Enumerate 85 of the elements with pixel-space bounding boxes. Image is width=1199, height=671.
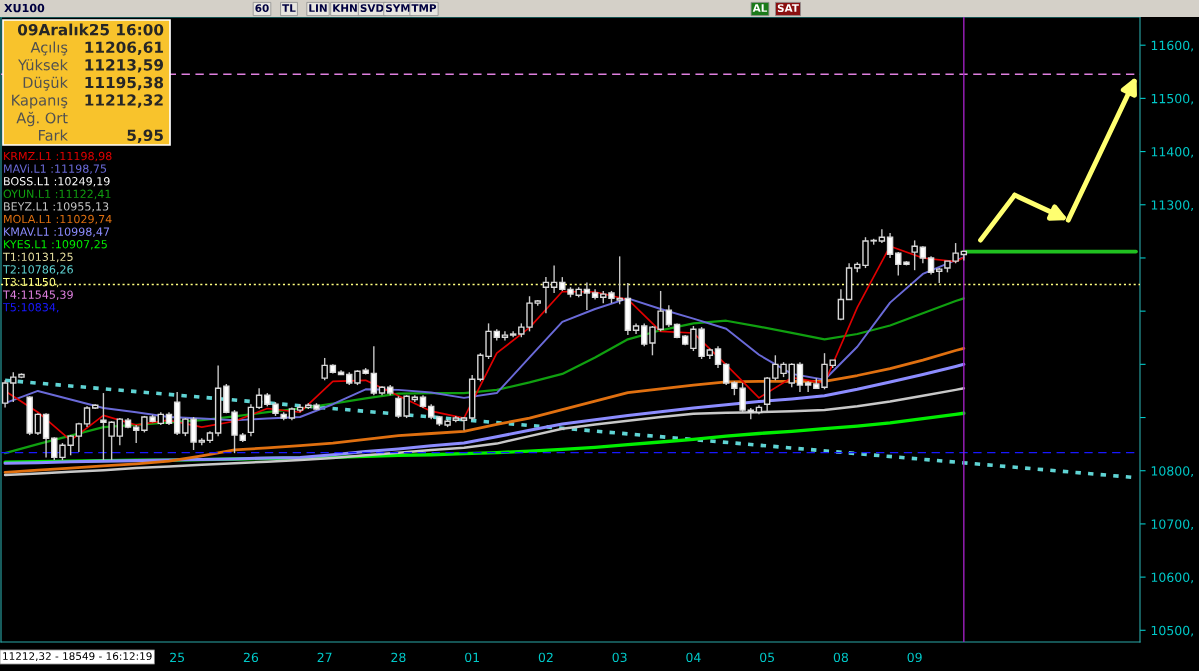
x-tick-label: 27 [317,652,332,662]
text: TL [282,4,296,12]
candlestick [796,361,804,393]
x-tick-label: 04 [686,652,701,663]
annotation: Ağ. Ort [16,111,68,127]
text: OYUN.L1 :11122,41 [3,189,111,200]
x-tick-label: 03 [612,652,627,663]
text: KHN [333,4,357,12]
y-tick-label: 11300, [1151,200,1193,211]
x-tick-label: 05 [760,652,775,663]
text: LIN [309,4,327,12]
candlestick [714,345,722,369]
candlestick [370,345,378,396]
candlestick [116,417,124,446]
candlestick [911,239,918,271]
line-series [3,346,966,474]
y-tick-label: 10700, [1151,519,1193,531]
annotation: Açılış [30,41,68,56]
candlestick [804,380,812,393]
annotation: 11206,61 [85,41,163,55]
candlestick [51,436,58,461]
candlestick [665,304,673,328]
x-tick-label: 08 [833,652,849,663]
text: SAT [777,4,799,13]
candlestick [542,276,550,314]
candlestick [722,362,730,386]
ref-line-label: T4:11545,39 [2,290,73,300]
y-tick-label: 11600, [1151,40,1193,52]
text: SYM [386,4,410,13]
candlestick [321,357,328,381]
x-tick-label: 09 [907,652,922,663]
candlestick [255,387,263,410]
line-series [3,362,966,465]
text: BEYZ.L1 :10955,13 [4,202,109,212]
annotation: 5,95 [127,129,163,143]
x-tick-label: 28 [391,652,406,663]
text: KRMZ.L1 :11198,98 [4,151,112,162]
candlestick [42,412,50,459]
x-tick-label: 26 [243,652,259,663]
x-tick-label: 25 [170,652,185,663]
candlestick [641,322,648,347]
y-tick-label: 11500, [1151,93,1193,105]
text: T2:10786,26 [2,265,73,275]
text: MOLA.L1 :11029,74 [4,214,112,225]
y-tick-label: 10600, [1151,572,1193,584]
candlestick [550,264,558,294]
annotation: Düşük [23,76,68,91]
candlestick [837,288,845,321]
candlestick [878,228,886,244]
x-tick-label: 01 [465,652,479,663]
text: 11212,32 - 18549 - 16:12:19 [3,652,152,662]
candlestick [886,232,894,259]
text: MAVi.L1 :11198,75 [4,164,107,174]
candlestick [927,255,935,276]
text: AL [752,4,768,12]
annotation: 09Aralık25 16:00 [17,23,164,36]
annotation: Kapanış [12,94,68,109]
line-series [3,387,966,477]
y-tick-label: 11400, [1151,147,1193,158]
text: KMAV.L1 :10998,47 [4,227,110,237]
chart-title: XU100 [4,3,45,13]
annotation: Fark [39,129,68,141]
annotation: 11213,59 [85,59,164,73]
text: KYES.L1 :10907,25 [4,240,107,250]
ref-line-label: T5:10834, [2,303,59,313]
annotation: Yüksek [18,59,68,71]
ref-line-label: T3:11150, [2,277,59,288]
text: 60 [255,4,269,13]
x-tick-label: 02 [538,652,553,663]
y-tick-label: 10800, [1151,466,1193,477]
text: TMP [411,4,437,12]
annotation: T1:10131,25 [2,252,73,263]
candlestick [34,412,42,436]
candlestick [788,362,795,388]
annotation: 11212,32 [85,94,163,108]
annotation: 11195,38 [85,76,164,91]
candlestick [83,405,91,428]
candlestick [1,379,9,409]
annotation: BOSS.L1 :10249,19 [4,177,110,187]
candlestick [583,281,591,311]
candlestick [132,424,140,444]
y-tick-label: 10500, [1151,625,1193,637]
text: SVD [360,4,384,13]
candlestick [460,416,468,431]
candlestick [75,422,83,453]
